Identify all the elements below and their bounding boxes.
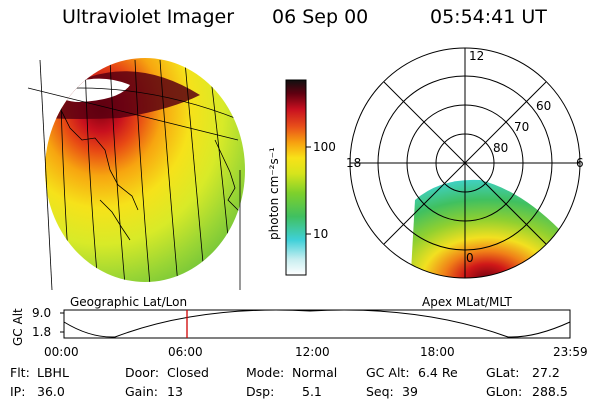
map-projection-label: Geographic Lat/Lon <box>70 295 187 309</box>
gain-label: Gain: <box>125 384 158 399</box>
door-label: Door: <box>125 365 159 380</box>
mlt-label-0: 0 <box>466 251 474 265</box>
gcalt-label: GC Alt: <box>366 365 410 380</box>
colorbar-tick-10: 10 <box>313 227 328 241</box>
flt-value: LBHL <box>37 365 69 380</box>
glon-value: 288.5 <box>532 384 568 399</box>
info-panel: Flt: LBHL IP: 36.0 Door: Closed Gain: 13… <box>10 365 568 399</box>
mode-value: Normal <box>292 365 337 380</box>
colorbar-tick-100: 100 <box>313 140 336 154</box>
gcalt-value: 6.4 Re <box>418 365 458 380</box>
glat-value: 27.2 <box>532 365 560 380</box>
seq-label: Seq: <box>366 384 394 399</box>
dsp-value: 5.1 <box>302 384 322 399</box>
timeline-ymin: 1.8 <box>32 325 51 339</box>
flt-label: Flt: <box>10 365 30 380</box>
ip-label: IP: <box>10 384 25 399</box>
seq-value: 39 <box>402 384 418 399</box>
timeline-tick-1: 06:00 <box>168 345 203 359</box>
mlat-label-60: 60 <box>536 99 551 113</box>
timeline-ymax: 9.0 <box>32 306 51 320</box>
observation-date: 06 Sep 00 <box>272 6 369 28</box>
polar-plot: 12 18 6 0 60 70 80 <box>346 47 584 279</box>
dsp-label: Dsp: <box>246 384 274 399</box>
earth-image <box>27 58 245 291</box>
mlt-label-12: 12 <box>469 49 484 63</box>
timeline-axis-label: GC Alt <box>11 308 25 346</box>
altitude-timeline: GC Alt 9.0 1.8 00:00 06:00 12:00 18:00 2… <box>11 306 588 359</box>
mlt-label-6: 6 <box>576 156 584 170</box>
timeline-tick-4: 23:59 <box>553 345 588 359</box>
timeline-tick-0: 00:00 <box>44 345 79 359</box>
colorbar: 100 10 photon cm⁻²s⁻¹ <box>267 79 336 276</box>
coastline <box>49 94 241 241</box>
door-value: Closed <box>167 365 209 380</box>
polar-projection-label: Apex MLat/MLT <box>422 295 512 309</box>
instrument-title: Ultraviolet Imager <box>62 6 235 28</box>
timeline-tick-2: 12:00 <box>295 345 330 359</box>
gain-value: 13 <box>167 384 183 399</box>
glon-label: GLon: <box>486 384 522 399</box>
colorbar-label: photon cm⁻²s⁻¹ <box>267 147 281 240</box>
mlat-label-80: 80 <box>493 141 508 155</box>
mlt-label-18: 18 <box>346 156 361 170</box>
ip-value: 36.0 <box>37 384 65 399</box>
timeline-tick-3: 18:00 <box>420 345 455 359</box>
mlat-label-70: 70 <box>514 120 529 134</box>
observation-time: 05:54:41 UT <box>430 6 547 28</box>
mode-label: Mode: <box>246 365 284 380</box>
glat-label: GLat: <box>486 365 519 380</box>
